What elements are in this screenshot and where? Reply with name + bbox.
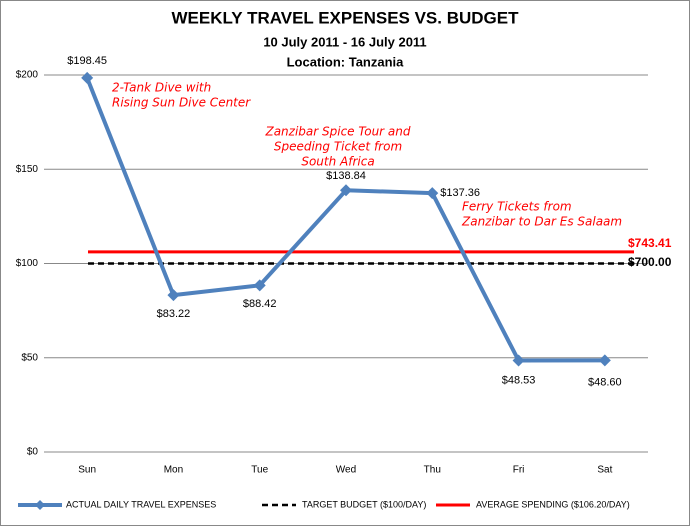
legend-label: TARGET BUDGET ($100/DAY) — [302, 499, 426, 509]
value-label: $88.42 — [243, 298, 277, 310]
x-tick-label: Tue — [251, 465, 268, 476]
legend-swatch — [35, 500, 45, 510]
chart-title: WEEKLY TRAVEL EXPENSES VS. BUDGET — [171, 8, 519, 27]
annotation: Zanzibar Spice Tour and — [264, 125, 410, 139]
data-point — [426, 187, 439, 200]
chart-subtitle: 10 July 2011 - 16 July 2011 — [263, 34, 426, 49]
x-tick-label: Sun — [78, 465, 96, 476]
total-label: $700.00 — [628, 255, 672, 269]
annotation: Rising Sun Dive Center — [112, 96, 251, 110]
y-tick-label: $100 — [16, 258, 39, 269]
y-tick-label: $200 — [16, 70, 39, 81]
data-point — [598, 354, 611, 367]
x-tick-label: Sat — [597, 465, 612, 476]
legend-label: ACTUAL DAILY TRAVEL EXPENSES — [66, 499, 216, 509]
data-point — [81, 71, 94, 84]
x-tick-label: Mon — [164, 465, 183, 476]
annotation: 2-Tank Dive with — [112, 81, 211, 95]
annotation: Speeding Ticket from — [274, 140, 402, 154]
x-tick-label: Thu — [424, 465, 441, 476]
annotation: Zanzibar to Dar Es Salaam — [461, 215, 622, 229]
data-point — [512, 354, 525, 367]
annotation: South Africa — [301, 155, 374, 169]
data-point — [167, 289, 180, 302]
value-label: $48.53 — [502, 374, 536, 386]
x-tick-label: Wed — [336, 465, 356, 476]
y-tick-label: $0 — [27, 447, 39, 458]
x-tick-label: Fri — [513, 465, 525, 476]
y-tick-label: $150 — [16, 164, 39, 175]
value-label: $137.36 — [440, 187, 480, 199]
value-label: $198.45 — [67, 55, 107, 67]
value-label: $83.22 — [157, 308, 191, 320]
legend-label: AVERAGE SPENDING ($106.20/DAY) — [476, 499, 630, 509]
total-label: $743.41 — [628, 236, 672, 250]
data-point — [253, 279, 266, 292]
y-tick-label: $50 — [21, 352, 38, 363]
chart-subtitle: Location: Tanzania — [287, 54, 405, 69]
annotation: Ferry Tickets from — [462, 200, 572, 214]
value-label: $138.84 — [326, 170, 366, 182]
value-label: $48.60 — [588, 376, 622, 388]
data-point — [340, 184, 352, 197]
